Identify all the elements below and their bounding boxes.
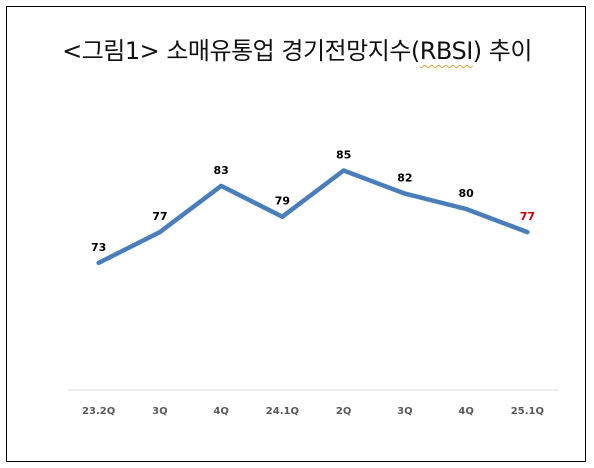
- data-point: [341, 168, 346, 173]
- x-tick-label: 4Q: [458, 406, 473, 417]
- data-point: [157, 230, 162, 235]
- data-point: [402, 191, 407, 196]
- data-point: [219, 183, 224, 188]
- x-tick-label: 2Q: [336, 406, 351, 417]
- chart-title-suffix: ) 추이: [472, 37, 533, 65]
- data-label: 83: [213, 164, 228, 177]
- x-tick-label: 3Q: [152, 406, 167, 417]
- data-label: 80: [458, 187, 474, 200]
- x-tick-label: 25.1Q: [511, 406, 544, 417]
- chart-title-term: RBSI: [419, 37, 474, 65]
- data-label: 85: [336, 149, 351, 162]
- data-label: 79: [275, 195, 290, 208]
- data-point: [96, 260, 101, 265]
- chart-title: <그림1> 소매유통업 경기전망지수(RBSI) 추이: [7, 31, 587, 66]
- data-label: 82: [397, 172, 412, 185]
- x-tick-label: 24.1Q: [266, 406, 299, 417]
- chart-title-prefix: <그림1> 소매유통업 경기전망지수(: [62, 37, 420, 65]
- chart-frame: <그림1> 소매유통업 경기전망지수(RBSI) 추이: [6, 6, 586, 462]
- data-label: 77: [152, 210, 167, 223]
- data-label: 77: [520, 210, 535, 223]
- data-label: 73: [91, 241, 106, 254]
- data-point: [525, 230, 530, 235]
- x-tick-label: 4Q: [213, 406, 228, 417]
- x-tick-label: 3Q: [397, 406, 412, 417]
- x-tick-label: 23.2Q: [82, 406, 115, 417]
- data-point: [280, 214, 285, 219]
- data-point: [464, 207, 469, 211]
- series-line: [96, 168, 530, 266]
